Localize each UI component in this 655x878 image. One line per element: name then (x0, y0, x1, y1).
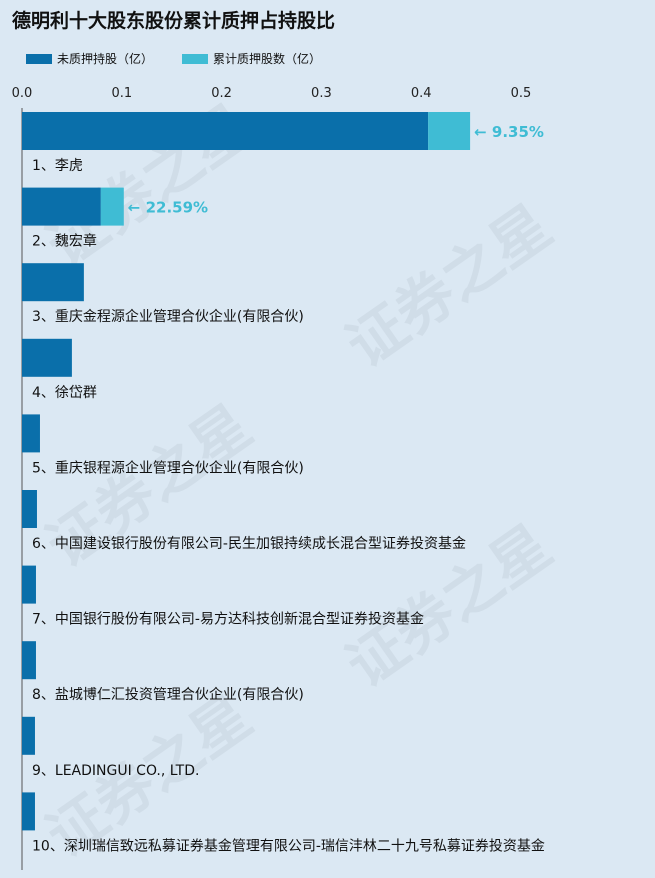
bar-unpledged (22, 414, 40, 453)
bar-unpledged (22, 716, 35, 755)
chart-title: 德明利十大股东股份累计质押占持股比 (12, 10, 336, 32)
bar-unpledged (22, 490, 37, 528)
legend-item-unpledged: 未质押持股（亿） (26, 52, 153, 66)
x-tick-label: 0.0 (12, 86, 33, 101)
category-label: 7、中国银行股份有限公司-易方达科技创新混合型证券投资基金 (32, 611, 424, 628)
bar-unpledged (22, 112, 429, 150)
category-label: 9、LEADINGUI CO., LTD. (32, 763, 199, 779)
pledge-ratio-annotation: ← 22.59% (128, 199, 208, 217)
pledge-ratio-annotation: ← 9.35% (474, 123, 544, 141)
legend-item-pledged: 累计质押股数（亿） (182, 52, 321, 66)
x-tick-label: 0.4 (411, 86, 432, 101)
category-label: 1、李虎 (32, 158, 83, 174)
category-label: 5、重庆银程源企业管理合伙企业(有限合伙) (32, 459, 304, 476)
category-label: 3、重庆金程源企业管理合伙企业(有限合伙) (32, 308, 304, 325)
legend-label-unpledged: 未质押持股（亿） (57, 52, 154, 66)
category-label: 2、魏宏章 (32, 233, 97, 250)
category-label: 8、盐城博仁汇投资管理合伙企业(有限合伙) (32, 686, 304, 703)
x-tick-label: 0.2 (211, 86, 232, 101)
bar-unpledged (22, 263, 84, 302)
legend-label-pledged: 累计质押股数（亿） (213, 52, 322, 66)
bar-unpledged (22, 641, 36, 680)
legend-swatch-pledged (182, 53, 208, 64)
category-label: 6、中国建设银行股份有限公司-民生加银持续成长混合型证券投资基金 (32, 535, 466, 552)
bar-pledged (100, 187, 124, 226)
bar-unpledged (22, 187, 101, 226)
x-tick-label: 0.5 (511, 86, 532, 101)
bar-unpledged (22, 792, 35, 831)
x-tick-label: 0.1 (111, 86, 132, 101)
category-label: 10、深圳瑞信致远私募证券基金管理有限公司-瑞信沣林二十九号私募证券投资基金 (32, 837, 545, 854)
x-tick-label: 0.3 (311, 86, 332, 101)
bar-unpledged (22, 565, 36, 604)
bar-pledged (428, 112, 471, 150)
legend-swatch-unpledged (26, 53, 52, 64)
bar-unpledged (22, 338, 72, 377)
category-label: 4、徐岱群 (32, 385, 97, 401)
